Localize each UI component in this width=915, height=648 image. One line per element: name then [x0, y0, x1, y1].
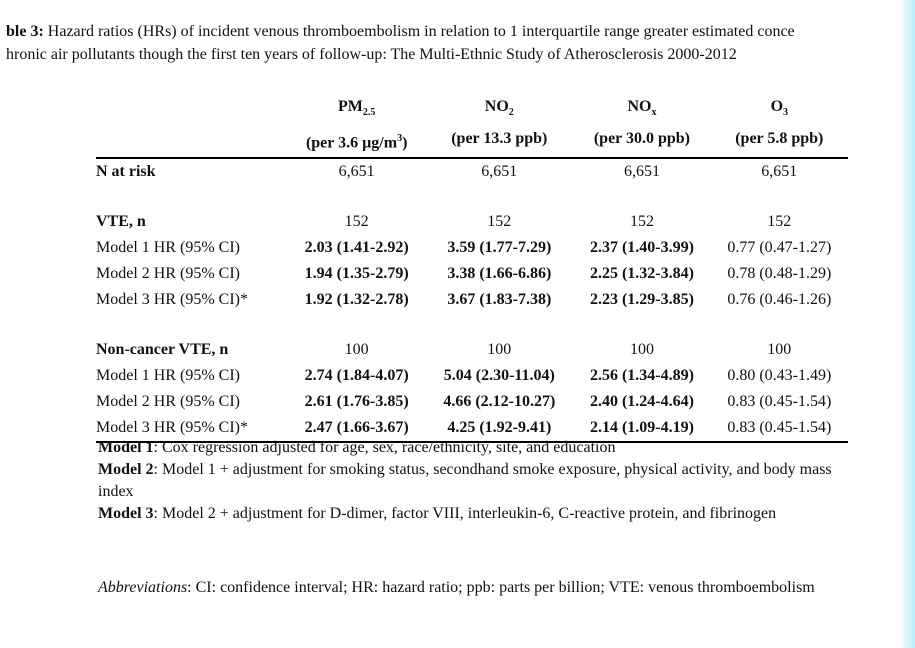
table-cell: 4.66 (2.12-10.27): [443, 392, 556, 410]
abbreviations-label: Abbreviations: [98, 579, 188, 596]
table-cell: 5.04 (2.30-11.04): [443, 366, 555, 384]
table-cell: 2.56 (1.34-4.89): [589, 366, 694, 384]
table-cell: 6,651: [481, 162, 518, 180]
caption-label: ble 3:: [6, 23, 44, 40]
table-row-noncancer-heading: Non-cancer VTE, n 100 100 100 100: [96, 337, 848, 363]
table-row-vte-model2: Model 2 HR (95% CI) 1.94 (1.35-2.79) 3.3…: [96, 261, 848, 287]
table-cell: 2.40 (1.24-4.64): [589, 392, 694, 410]
table-cell: 1.94 (1.35-2.79): [304, 264, 409, 282]
table-cell: 2.37 (1.40-3.99): [589, 238, 694, 256]
table-row-vte-model1: Model 1 HR (95% CI) 2.03 (1.41-2.92) 3.5…: [96, 235, 848, 261]
table-row-n-at-risk: N at risk 6,651 6,651 6,651 6,651: [96, 158, 848, 185]
table-spacer: [96, 185, 848, 209]
table-cell: 0.78 (0.48-1.29): [727, 264, 832, 282]
table-cell: 152: [487, 212, 512, 230]
caption-line1: Hazard ratios (HRs) of incident venous t…: [43, 23, 795, 40]
abbreviations-note: Abbreviations: CI: confidence interval; …: [98, 577, 858, 599]
table-row-noncancer-model2: Model 2 HR (95% CI) 2.61 (1.76-3.85) 4.6…: [96, 389, 848, 415]
table-header-row: PM2.5 (per 3.6 µg/m3) NO2 (per 13.3 ppb)…: [96, 94, 848, 159]
table-cell: 3.38 (1.66-6.86): [447, 264, 552, 282]
abbreviations-text: : CI: confidence interval; HR: hazard ra…: [187, 579, 815, 596]
table-cell: 2.03 (1.41-2.92): [304, 238, 409, 256]
table-cell: 100: [767, 340, 792, 358]
table-cell: 0.80 (0.43-1.49): [727, 366, 832, 384]
row-label: Model 2 HR (95% CI): [96, 264, 240, 282]
row-label: Non-cancer VTE, n: [96, 340, 229, 358]
table-cell: 4.25 (1.92-9.41): [425, 414, 574, 443]
header-nox: NOx (per 30.0 ppb): [573, 94, 711, 159]
row-label: Model 3 HR (95% CI)*: [96, 290, 248, 308]
row-label: N at risk: [96, 162, 156, 180]
table-cell: 1.92 (1.32-2.78): [304, 290, 409, 308]
row-label: Model 3 HR (95% CI)*: [96, 414, 288, 443]
table-cell: 0.76 (0.46-1.26): [727, 290, 832, 308]
table-cell: 2.25 (1.32-3.84): [589, 264, 694, 282]
footnote-model1: Model 1: Cox regression adjusted for age…: [98, 439, 616, 456]
table-cell: 152: [767, 212, 792, 230]
table-cell: 2.61 (1.76-3.85): [304, 392, 409, 410]
table-cell: 100: [629, 340, 654, 358]
caption-line2: hronic air pollutants though the first t…: [6, 46, 737, 63]
table-row-noncancer-model3: Model 3 HR (95% CI)* 2.47 (1.66-3.67) 4.…: [96, 414, 848, 443]
header-pm25: PM2.5 (per 3.6 µg/m3): [288, 94, 426, 159]
table-cell: 2.14 (1.09-4.19): [573, 414, 711, 443]
table-cell: 0.83 (0.45-1.54): [710, 414, 848, 443]
table-cell: 6,651: [761, 162, 798, 180]
footnote-model3: Model 3: Model 2 + adjustment for D-dime…: [98, 505, 777, 522]
table-cell: 2.47 (1.66-3.67): [288, 414, 426, 443]
row-label: Model 1 HR (95% CI): [96, 366, 240, 384]
page-edge-shadow: [901, 0, 915, 648]
table-cell: 100: [344, 340, 369, 358]
table-caption: ble 3: Hazard ratios (HRs) of incident v…: [6, 20, 901, 66]
header-blank: [96, 94, 288, 159]
table-cell: 0.83 (0.45-1.54): [727, 392, 832, 410]
table-cell: 6,651: [623, 162, 660, 180]
table-cell: 152: [629, 212, 654, 230]
header-o3: O3 (per 5.8 ppb): [710, 94, 848, 159]
table-cell: 152: [344, 212, 369, 230]
table-cell: 2.23 (1.29-3.85): [589, 290, 694, 308]
row-label: Model 1 HR (95% CI): [96, 238, 240, 256]
table-row-noncancer-model1: Model 1 HR (95% CI) 2.74 (1.84-4.07) 5.0…: [96, 363, 848, 389]
table-cell: 0.77 (0.47-1.27): [727, 238, 832, 256]
table-cell: 6,651: [338, 162, 375, 180]
hazard-ratio-table: PM2.5 (per 3.6 µg/m3) NO2 (per 13.3 ppb)…: [96, 94, 848, 443]
row-label: Model 2 HR (95% CI): [96, 392, 240, 410]
footnote-model2: Model 2: Model 1 + adjustment for smokin…: [98, 461, 832, 500]
header-no2: NO2 (per 13.3 ppb): [425, 94, 574, 159]
table-row-vte-model3: Model 3 HR (95% CI)* 1.92 (1.32-2.78) 3.…: [96, 287, 848, 313]
row-label: VTE, n: [96, 212, 146, 230]
table-row-vte-heading: VTE, n 152 152 152 152: [96, 209, 848, 235]
table-cell: 3.67 (1.83-7.38): [447, 290, 552, 308]
table-spacer: [96, 313, 848, 337]
table-cell: 2.74 (1.84-4.07): [304, 366, 409, 384]
model-footnotes: Model 1: Cox regression adjusted for age…: [98, 437, 858, 525]
table-cell: 100: [487, 340, 512, 358]
table-cell: 3.59 (1.77-7.29): [447, 238, 552, 256]
